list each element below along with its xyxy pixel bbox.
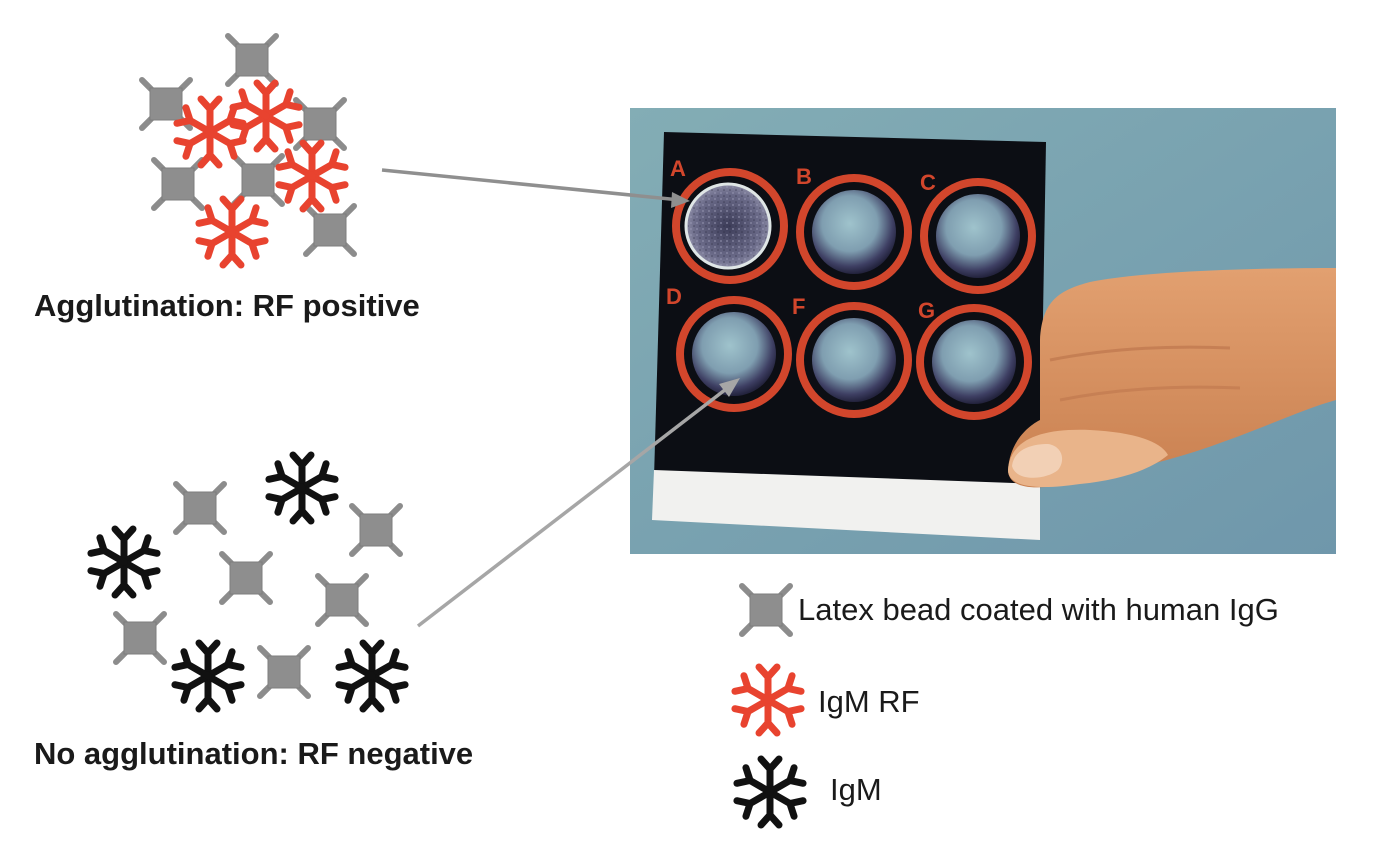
latex-bead-icon [318,576,366,624]
igm-rf-icon [279,143,345,209]
well-label-b: B [796,164,812,189]
well-label-c: C [920,170,936,195]
well-C [920,178,1036,294]
latex-bead-icon [306,206,354,254]
latex-bead-icon [742,586,790,634]
latex-bead-icon [176,484,224,532]
igm-rf-icon [735,667,801,733]
igm-icon [91,529,157,595]
well-label-a: A [670,156,686,181]
latex-bead-icon [352,506,400,554]
slide-test-photo: A B C D F G [630,108,1336,554]
well-F [796,302,912,418]
negative-pointer-line [416,384,732,628]
igm-icon [269,455,335,521]
igm-rf-icon [233,83,299,149]
latex-bead-icon [116,614,164,662]
latex-bead-icon [260,648,308,696]
well-label-g: G [918,298,935,323]
card-white-strip [652,470,1040,540]
negative-caption: No agglutination: RF negative [34,736,474,771]
legend-rf-label: IgM RF [818,684,920,719]
igm-rf-icon [199,199,265,265]
well-A [672,168,788,284]
agglutination-cluster [142,36,354,265]
positive-pointer-line [381,168,681,202]
igm-icon [737,759,803,825]
well-B [796,174,912,290]
positive-caption: Agglutination: RF positive [34,288,420,323]
well-label-f: F [792,294,805,319]
pointer-lines [381,168,740,628]
no-agglutination-scatter [91,455,405,709]
legend-bead-label: Latex bead coated with human IgG [798,592,1279,627]
latex-bead-icon [154,160,202,208]
well-D [676,296,792,412]
well-label-d: D [666,284,682,309]
legend-igm-label: IgM [830,772,882,807]
igm-icon [175,643,241,709]
positive-pointer-arrowhead [671,192,690,208]
well-G [916,304,1032,420]
latex-bead-icon [222,554,270,602]
legend-icons [735,586,803,825]
igm-icon [339,643,405,709]
latex-bead-icon [228,36,276,84]
negative-pointer-arrowhead [719,378,740,397]
hand [1008,268,1336,488]
